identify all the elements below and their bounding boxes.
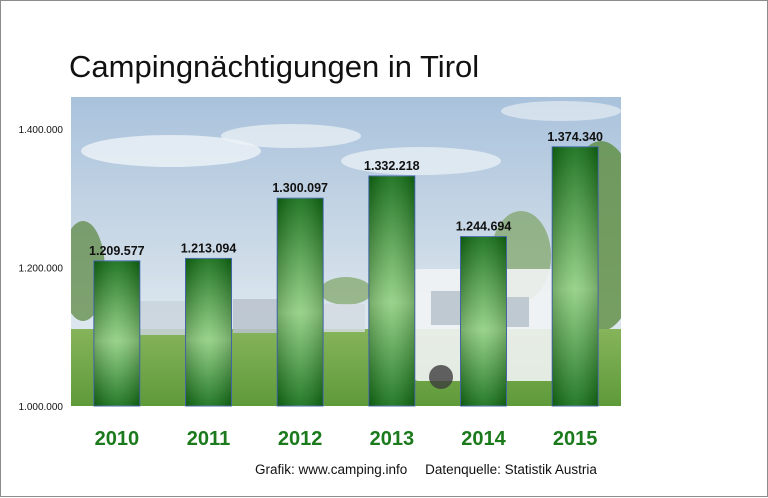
y-axis-ticks: 1.000.000 1.200.000 1.400.000 [19, 125, 64, 413]
bar-shading-2015 [552, 146, 599, 407]
value-label-2012: 1.300.097 [272, 181, 328, 195]
bar-shading-2012 [277, 198, 324, 406]
value-labels: 1.209.577 1.213.094 1.300.097 1.332.218 1.24… [89, 130, 603, 258]
bars [93, 146, 599, 407]
x-tick-label-2015: 2015 [553, 428, 598, 450]
x-tick-label-2014: 2014 [461, 428, 506, 450]
plot-background [71, 97, 621, 406]
y-tick-label: 1.000.000 [19, 402, 64, 413]
x-tick-label-2011: 2011 [187, 428, 230, 450]
x-tick-label-2012: 2012 [278, 428, 323, 450]
bar-shading-2010 [93, 260, 140, 406]
y-tick-label: 1.400.000 [19, 125, 64, 136]
x-axis-labels: 2010 2011 2012 2013 2014 2015 [95, 428, 598, 450]
footer-source: Datenquelle: Statistik Austria [425, 462, 597, 477]
value-label-2010: 1.209.577 [89, 244, 145, 258]
bar-shading-2014 [460, 236, 507, 406]
bar-shading-2011 [185, 258, 232, 406]
bar-shading-2013 [368, 175, 415, 406]
value-label-2015: 1.374.340 [547, 130, 603, 144]
value-label-2011: 1.213.094 [181, 241, 237, 255]
footer: Grafik: www.camping.info Datenquelle: St… [255, 462, 597, 477]
x-tick-label-2010: 2010 [95, 428, 140, 450]
value-label-2014: 1.244.694 [456, 220, 512, 234]
value-label-2013: 1.332.218 [364, 159, 420, 173]
x-tick-label-2013: 2013 [370, 428, 415, 450]
footer-credit: Grafik: www.camping.info [255, 462, 408, 477]
chart-title: Campingnächtigungen in Tirol [69, 49, 480, 84]
y-tick-label: 1.200.000 [19, 264, 64, 275]
